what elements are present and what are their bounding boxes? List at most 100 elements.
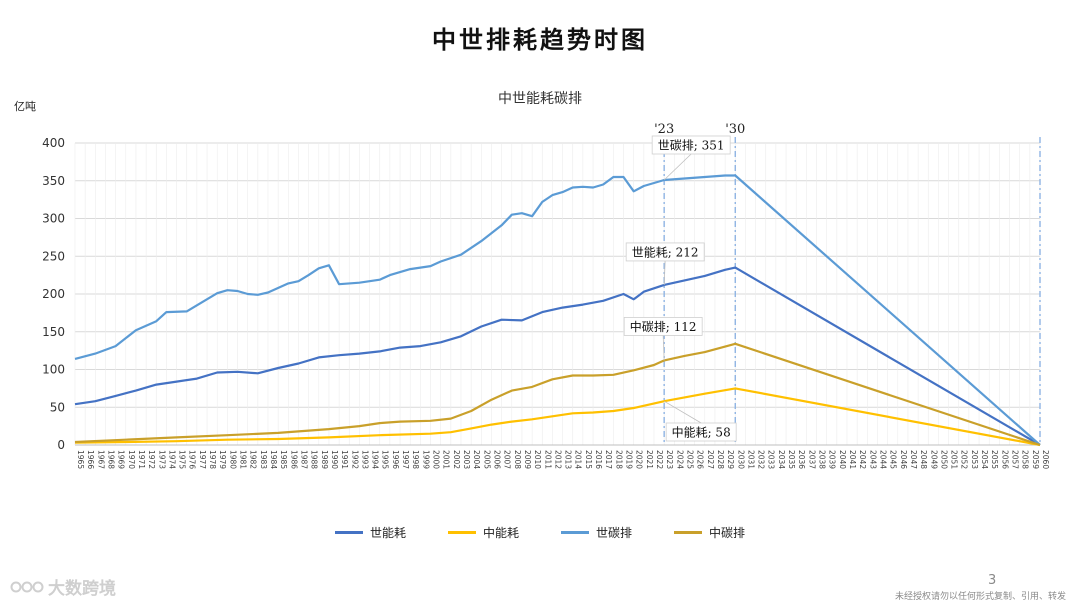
copyright-note: 未经授权请勿以任何形式复制、引用、转发 [894, 592, 1066, 602]
series-line [74, 387, 1041, 447]
x-tick-label: 2011 [543, 450, 552, 469]
y-tick-label: 200 [42, 287, 65, 301]
x-tick-label: 1970 [127, 450, 136, 469]
callout-label: 中碳排; 112 [630, 319, 697, 334]
x-tick-label: 2027 [706, 450, 715, 469]
x-tick-label: 2058 [1021, 450, 1030, 469]
x-tick-label: 2037 [807, 450, 816, 469]
x-tick-label: 2017 [604, 450, 613, 469]
x-tick-label: 1974 [167, 450, 176, 469]
callout-box [625, 242, 705, 262]
callout-box [651, 135, 731, 155]
x-tick-label: 2002 [452, 450, 461, 469]
legend-item-china-carbon: 中碳排 [674, 524, 745, 541]
series-line [74, 266, 1041, 446]
data-callout: 世碳排; 351 [651, 135, 731, 181]
x-tick-label: 1966 [86, 450, 95, 469]
year-marker-label: '30 [725, 122, 745, 137]
x-tick-label: 2024 [675, 450, 684, 469]
x-tick-label: 2033 [767, 450, 776, 469]
x-tick-label: 2055 [990, 450, 999, 469]
x-tick-label: 2012 [553, 450, 562, 469]
x-tick-label: 2023 [665, 450, 674, 469]
brand-watermark: 大数跨境 [10, 574, 116, 599]
x-tick-label: 1987 [299, 450, 308, 469]
x-tick-label: 1984 [269, 450, 278, 469]
y-tick-label: 150 [42, 325, 65, 339]
x-tick-label: 2034 [777, 450, 786, 469]
x-tick-label: 1976 [188, 450, 197, 469]
legend-label: 世碳排 [596, 526, 633, 540]
legend-swatch-china-carbon [674, 531, 703, 534]
chart-legend: 世能耗 中能耗 世碳排 中碳排 [0, 524, 1080, 541]
x-tick-label: 1973 [157, 450, 166, 469]
data-callout: 中碳排; 112 [623, 317, 703, 361]
x-tick-label: 2057 [1011, 450, 1020, 469]
data-callout: 世能耗; 212 [625, 242, 705, 285]
x-tick-label: 2000 [432, 450, 441, 469]
x-tick-label: 1996 [391, 450, 400, 469]
x-tick-label: 1972 [147, 450, 156, 469]
x-tick-label: 2042 [858, 450, 867, 469]
x-tick-label: 2009 [523, 450, 532, 469]
x-tick-label: 1981 [239, 450, 248, 469]
brand-logo-icon [10, 581, 44, 592]
x-tick-label: 2022 [655, 450, 664, 469]
legend-item-world-energy: 世能耗 [334, 524, 406, 541]
page-title: 中世排耗趋势时图 [432, 25, 648, 54]
y-tick-label: 250 [42, 249, 65, 263]
y-tick-label: 350 [42, 174, 65, 188]
legend-swatch-world-energy [334, 531, 363, 534]
x-tick-label: 1977 [198, 450, 207, 469]
x-tick-label: 2045 [889, 450, 898, 469]
x-tick-label: 2050 [939, 450, 948, 469]
x-tick-label: 2016 [594, 450, 603, 469]
page-number: 3 [988, 573, 997, 588]
x-tick-label: 2060 [1041, 450, 1050, 469]
x-tick-label: 2026 [696, 450, 705, 469]
x-tick-label: 2059 [1031, 450, 1040, 469]
callout-leader [663, 153, 692, 181]
x-tick-label: 2044 [878, 450, 887, 469]
x-tick-label: 1997 [401, 450, 410, 469]
x-tick-label: 1989 [320, 450, 329, 469]
x-tick-label: 1979 [218, 450, 227, 469]
x-tick-label: 2046 [899, 450, 908, 469]
x-tick-label: 2053 [970, 450, 979, 469]
x-tick-label: 2004 [472, 450, 481, 469]
x-tick-label: 2020 [635, 450, 644, 469]
x-tick-label: 2025 [685, 450, 694, 469]
callout-label: 世碳排; 351 [658, 138, 725, 152]
x-tick-label: 2032 [757, 450, 766, 469]
x-tick-label: 2054 [980, 450, 989, 469]
callout-leader [662, 335, 665, 361]
chart-title: 中世能耗碳排 [498, 91, 582, 107]
x-tick-label: 2028 [716, 450, 725, 469]
y-tick-label: 0 [57, 438, 65, 452]
x-tick-label: 1986 [289, 450, 298, 469]
x-tick-label: 1978 [208, 450, 217, 469]
y-tick-label: 50 [50, 400, 65, 414]
x-tick-label: 1999 [421, 450, 430, 469]
x-tick-label: 1980 [228, 450, 237, 469]
y-tick-label: 400 [42, 136, 65, 150]
series-line [74, 342, 1041, 447]
x-tick-label: 2030 [736, 450, 745, 469]
x-tick-label: 2006 [492, 450, 501, 469]
x-tick-label: 2031 [746, 450, 755, 469]
x-tick-label: 1990 [330, 450, 339, 469]
x-tick-label: 2003 [462, 450, 471, 469]
legend-item-china-energy: 中能耗 [447, 524, 519, 541]
x-tick-label: 2041 [848, 450, 857, 469]
callout-box [623, 317, 703, 336]
callout-label: 中能耗; 58 [672, 425, 731, 440]
x-tick-label: 1993 [360, 450, 369, 469]
x-tick-label: 2015 [584, 450, 593, 469]
data-callout: 中能耗; 58 [663, 400, 737, 442]
x-tick-label: 2056 [1000, 450, 1009, 469]
x-tick-label: 2010 [533, 450, 542, 469]
x-tick-label: 2043 [868, 450, 877, 469]
x-tick-label: 1992 [350, 450, 359, 469]
x-tick-label: 1998 [411, 450, 420, 469]
x-tick-label: 2019 [625, 450, 634, 469]
